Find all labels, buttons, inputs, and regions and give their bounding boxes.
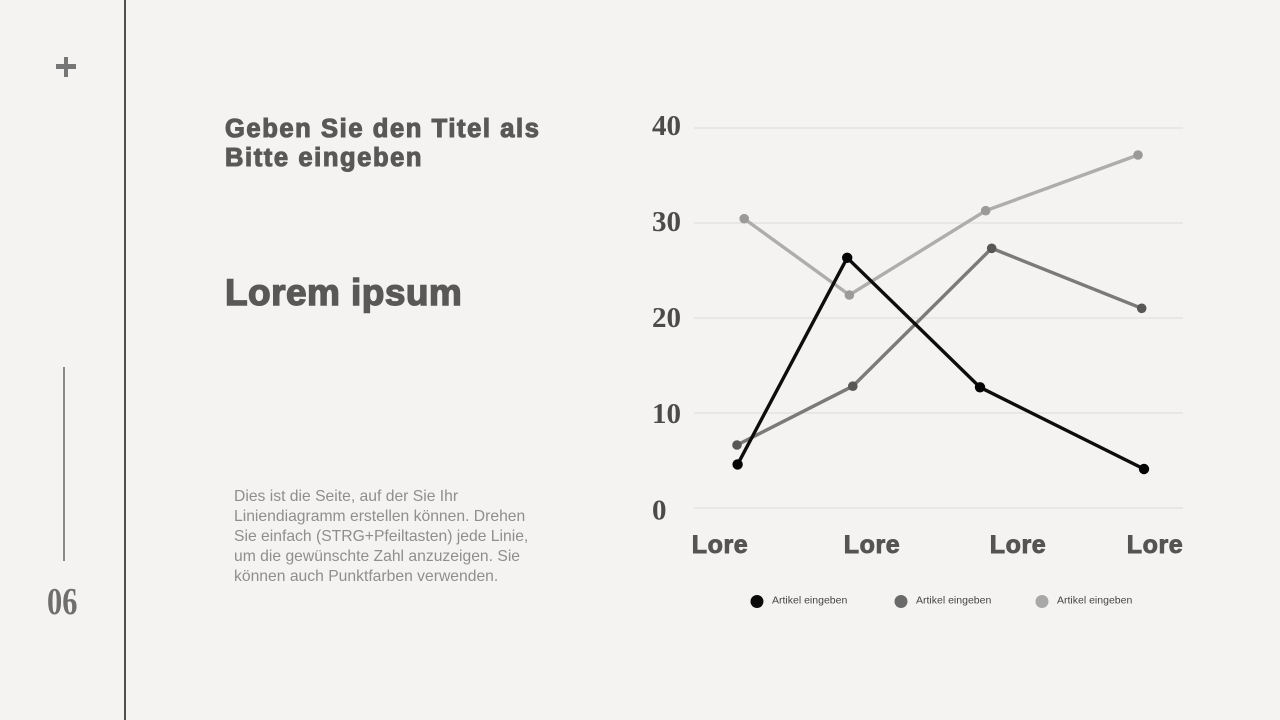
svg-text:Artikel eingeben: Artikel eingeben	[916, 595, 991, 607]
svg-text:10: 10	[652, 398, 681, 430]
svg-text:0: 0	[652, 494, 667, 526]
svg-text:Lore: Lore	[1127, 531, 1184, 559]
svg-text:Lore: Lore	[692, 531, 749, 559]
svg-text:Lore: Lore	[844, 531, 901, 559]
svg-text:20: 20	[652, 302, 681, 334]
svg-text:Artikel eingeben: Artikel eingeben	[1057, 595, 1132, 607]
svg-text:40: 40	[652, 110, 681, 142]
svg-text:Artikel eingeben: Artikel eingeben	[772, 595, 847, 607]
svg-text:Lore: Lore	[990, 531, 1047, 559]
svg-text:30: 30	[652, 206, 681, 238]
